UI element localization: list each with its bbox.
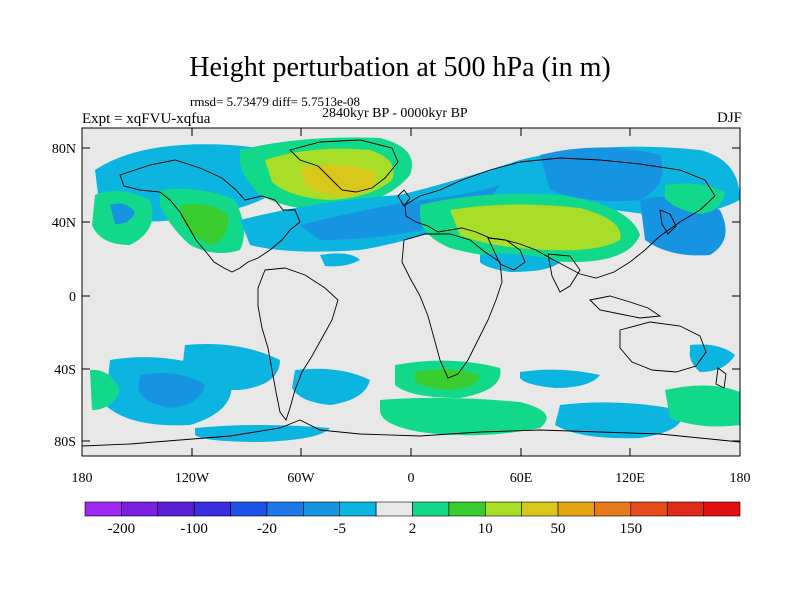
colorbar-label: 150: [620, 521, 643, 537]
field-indian-ocean-neg: [520, 369, 600, 388]
field-north-america-core: [180, 203, 229, 245]
coast-uk: [397, 189, 411, 207]
coast-arabia: [487, 237, 526, 271]
field-atlantic-neg: [300, 185, 500, 240]
coast-japan: [659, 209, 677, 235]
map-title: Height perturbation at 500 hPa (in m): [189, 52, 611, 83]
colorbar-swatch: [84, 501, 122, 517]
colorbar-swatch: [484, 501, 522, 517]
colorbar-swatch: [157, 501, 195, 517]
colorbar-label: -20: [257, 521, 277, 537]
period-label: 2840kyr BP - 0000kyr BP: [322, 106, 468, 121]
coast-new-zealand: [715, 367, 727, 389]
field-southern-ocean-pos: [380, 397, 547, 436]
experiment-label: Expt = xqFVU-xqfua: [82, 111, 211, 127]
field-siberia-mid: [540, 147, 663, 202]
field-south-indian-neg: [555, 402, 682, 439]
colorbar-swatch: [521, 501, 559, 517]
lat-tick-label: 40N: [52, 216, 76, 231]
colorbar-swatch: [266, 501, 304, 517]
colorbar-swatch: [630, 501, 668, 517]
field-south-pacific-pos: [90, 369, 120, 410]
field-south-atlantic-core: [415, 369, 480, 390]
lon-tick-label: 60E: [510, 471, 533, 486]
colorbar-label: 2: [409, 521, 417, 537]
colorbar-swatch: [448, 501, 486, 517]
field-south-atlantic-neg: [292, 368, 370, 405]
lon-tick-label: 0: [408, 471, 415, 486]
colorbar-swatch: [230, 501, 268, 517]
field-tasman-neg: [689, 344, 735, 372]
lon-tick-label: 120E: [615, 471, 645, 486]
lon-tick-label: 180: [72, 471, 93, 486]
colorbar-label: 10: [478, 521, 493, 537]
colorbar-swatch: [303, 501, 341, 517]
colorbar-swatch: [193, 501, 231, 517]
colorbar-swatch: [339, 501, 377, 517]
colorbar-label: -200: [108, 521, 136, 537]
field-new-zealand-pos: [665, 385, 740, 427]
field-atlantic-small: [320, 253, 360, 267]
coast-africa: [401, 233, 503, 379]
coastlines: [82, 139, 740, 447]
colorbar-swatch: [666, 501, 704, 517]
coast-india: [547, 253, 581, 293]
coast-north-america: [119, 159, 301, 273]
lon-tick-label: 180: [730, 471, 751, 486]
season-label: DJF: [716, 110, 742, 126]
field-north-pacific-core: [110, 203, 135, 225]
field-kamchatka-pos: [665, 183, 725, 214]
field-greenland-core: [300, 164, 376, 196]
colorbar-label: -5: [333, 521, 346, 537]
axis-ticks: 80N 40N 0 40S 80S 180 120W 60W 0 60E 120E 180: [52, 128, 751, 486]
stats-text: rmsd= 5.73479 diff= 5.7513e-08: [190, 94, 361, 109]
field-arabia-neg: [480, 253, 560, 272]
colorbar-label: -100: [180, 521, 208, 537]
colorbar: -200 -100 -20 -5 2 10 50 150: [84, 501, 741, 537]
colorbar-swatch: [703, 501, 741, 517]
lat-tick-label: 80S: [54, 435, 76, 450]
coast-antarctica: [82, 419, 740, 447]
colorbar-swatch: [375, 501, 413, 517]
lon-tick-label: 60W: [287, 471, 315, 486]
colorbar-swatch: [594, 501, 632, 517]
field-antarctic-neg: [195, 425, 330, 442]
coast-indonesia: [589, 295, 662, 319]
field-south-pacific-core: [138, 372, 205, 408]
coast-eurasia: [404, 157, 716, 279]
coast-australia: [619, 321, 707, 373]
colorbar-swatch: [121, 501, 159, 517]
contour-fields: [90, 137, 740, 442]
lat-tick-label: 40S: [54, 363, 76, 378]
colorbar-label: 50: [551, 521, 566, 537]
coast-greenland: [289, 139, 399, 193]
colorbar-swatch: [557, 501, 595, 517]
lat-tick-label: 0: [69, 290, 76, 305]
coast-south-america: [257, 267, 339, 421]
colorbar-swatch: [412, 501, 450, 517]
lat-tick-label: 80N: [52, 142, 76, 157]
lon-tick-label: 120W: [175, 471, 210, 486]
